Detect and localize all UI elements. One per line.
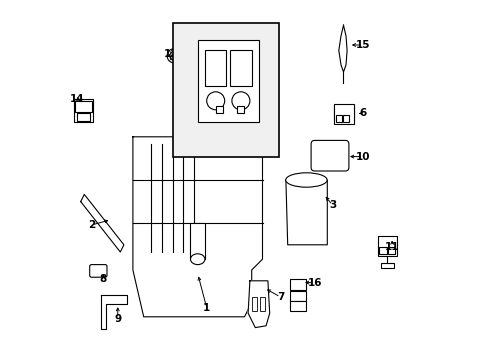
Text: 15: 15 bbox=[355, 40, 370, 50]
Bar bbox=[379, 247, 386, 254]
Polygon shape bbox=[133, 137, 262, 317]
Ellipse shape bbox=[190, 254, 204, 265]
Bar bbox=[237, 106, 244, 113]
Polygon shape bbox=[338, 25, 346, 72]
Polygon shape bbox=[247, 281, 269, 328]
Text: 3: 3 bbox=[328, 200, 336, 210]
Ellipse shape bbox=[285, 173, 326, 187]
Bar bbox=[381, 263, 393, 268]
Bar bbox=[289, 279, 305, 290]
Text: 5: 5 bbox=[257, 54, 264, 64]
Bar bbox=[377, 236, 397, 256]
Text: 13: 13 bbox=[189, 65, 204, 75]
Ellipse shape bbox=[167, 49, 181, 63]
Text: 2: 2 bbox=[88, 220, 95, 230]
FancyBboxPatch shape bbox=[89, 265, 107, 277]
Text: 12: 12 bbox=[163, 49, 178, 59]
Bar bbox=[251, 297, 257, 311]
Bar bbox=[230, 50, 251, 86]
Text: 14: 14 bbox=[70, 94, 84, 104]
Text: 10: 10 bbox=[355, 152, 370, 162]
Text: 6: 6 bbox=[359, 108, 366, 118]
Bar bbox=[343, 115, 348, 122]
Ellipse shape bbox=[193, 68, 202, 80]
Polygon shape bbox=[285, 180, 326, 245]
Ellipse shape bbox=[231, 92, 249, 110]
Text: 7: 7 bbox=[276, 292, 284, 302]
FancyBboxPatch shape bbox=[310, 140, 348, 171]
Text: 16: 16 bbox=[307, 278, 321, 288]
Polygon shape bbox=[101, 295, 127, 329]
Bar bbox=[334, 105, 354, 120]
Bar bbox=[289, 301, 305, 311]
Bar bbox=[204, 50, 226, 86]
Bar bbox=[334, 104, 354, 124]
Bar bbox=[289, 291, 305, 301]
Text: 8: 8 bbox=[100, 274, 107, 284]
Bar bbox=[215, 106, 223, 113]
Polygon shape bbox=[81, 194, 123, 252]
Bar bbox=[260, 297, 265, 311]
Bar bbox=[172, 23, 278, 157]
Bar bbox=[190, 223, 204, 259]
Text: 11: 11 bbox=[384, 242, 399, 252]
Bar bbox=[77, 113, 89, 121]
Ellipse shape bbox=[169, 51, 179, 60]
Text: 9: 9 bbox=[114, 314, 121, 324]
Ellipse shape bbox=[206, 92, 224, 110]
Bar bbox=[197, 40, 258, 122]
Bar bbox=[73, 99, 93, 122]
Text: 1: 1 bbox=[203, 303, 210, 313]
Text: 4: 4 bbox=[267, 89, 275, 99]
Bar bbox=[387, 247, 394, 254]
Bar bbox=[336, 115, 341, 122]
Bar bbox=[75, 101, 91, 112]
